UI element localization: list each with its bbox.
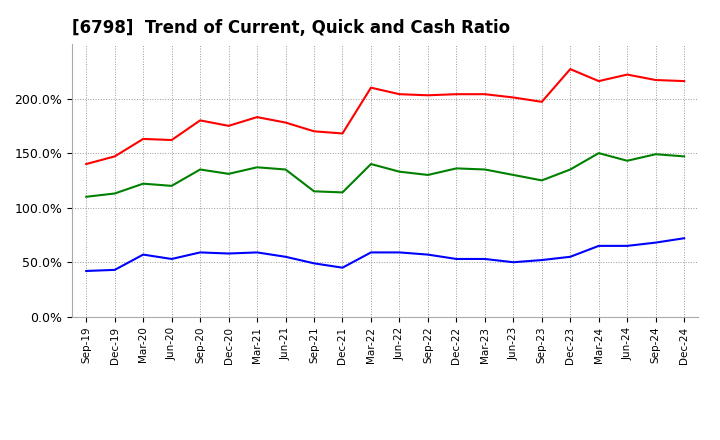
Current Ratio [253,114,261,120]
Cash Ratio [452,257,461,262]
Quick Ratio [623,158,631,163]
Quick Ratio [110,191,119,196]
Quick Ratio [366,161,375,167]
Cash Ratio [509,260,518,265]
Quick Ratio [652,151,660,157]
Quick Ratio [196,167,204,172]
Cash Ratio [537,257,546,263]
Cash Ratio [139,252,148,257]
Current Ratio [566,66,575,72]
Cash Ratio [196,250,204,255]
Quick Ratio [395,169,404,174]
Line: Current Ratio: Current Ratio [86,69,684,164]
Quick Ratio [595,150,603,156]
Current Ratio [395,92,404,97]
Current Ratio [537,99,546,104]
Current Ratio [310,128,318,134]
Quick Ratio [480,167,489,172]
Line: Quick Ratio: Quick Ratio [86,153,684,197]
Cash Ratio [253,250,261,255]
Quick Ratio [509,172,518,178]
Cash Ratio [652,240,660,245]
Current Ratio [623,72,631,77]
Quick Ratio [680,154,688,159]
Current Ratio [423,93,432,98]
Quick Ratio [452,166,461,171]
Current Ratio [139,136,148,142]
Current Ratio [338,131,347,136]
Quick Ratio [167,183,176,188]
Cash Ratio [366,250,375,255]
Line: Cash Ratio: Cash Ratio [86,238,684,271]
Cash Ratio [595,243,603,249]
Quick Ratio [310,189,318,194]
Cash Ratio [110,267,119,272]
Quick Ratio [423,172,432,178]
Current Ratio [196,118,204,123]
Quick Ratio [566,167,575,172]
Cash Ratio [423,252,432,257]
Cash Ratio [480,257,489,262]
Current Ratio [452,92,461,97]
Cash Ratio [338,265,347,270]
Cash Ratio [225,251,233,256]
Cash Ratio [167,257,176,262]
Current Ratio [110,154,119,159]
Cash Ratio [310,260,318,266]
Cash Ratio [566,254,575,260]
Quick Ratio [82,194,91,199]
Cash Ratio [395,250,404,255]
Current Ratio [167,137,176,143]
Quick Ratio [139,181,148,186]
Current Ratio [225,123,233,128]
Cash Ratio [623,243,631,249]
Current Ratio [82,161,91,167]
Current Ratio [595,78,603,84]
Current Ratio [282,120,290,125]
Quick Ratio [537,178,546,183]
Current Ratio [652,77,660,83]
Current Ratio [680,78,688,84]
Text: [6798]  Trend of Current, Quick and Cash Ratio: [6798] Trend of Current, Quick and Cash … [72,19,510,37]
Current Ratio [480,92,489,97]
Quick Ratio [253,165,261,170]
Quick Ratio [225,171,233,176]
Current Ratio [366,85,375,90]
Quick Ratio [282,167,290,172]
Cash Ratio [680,235,688,241]
Current Ratio [509,95,518,100]
Cash Ratio [282,254,290,260]
Quick Ratio [338,190,347,195]
Cash Ratio [82,268,91,274]
